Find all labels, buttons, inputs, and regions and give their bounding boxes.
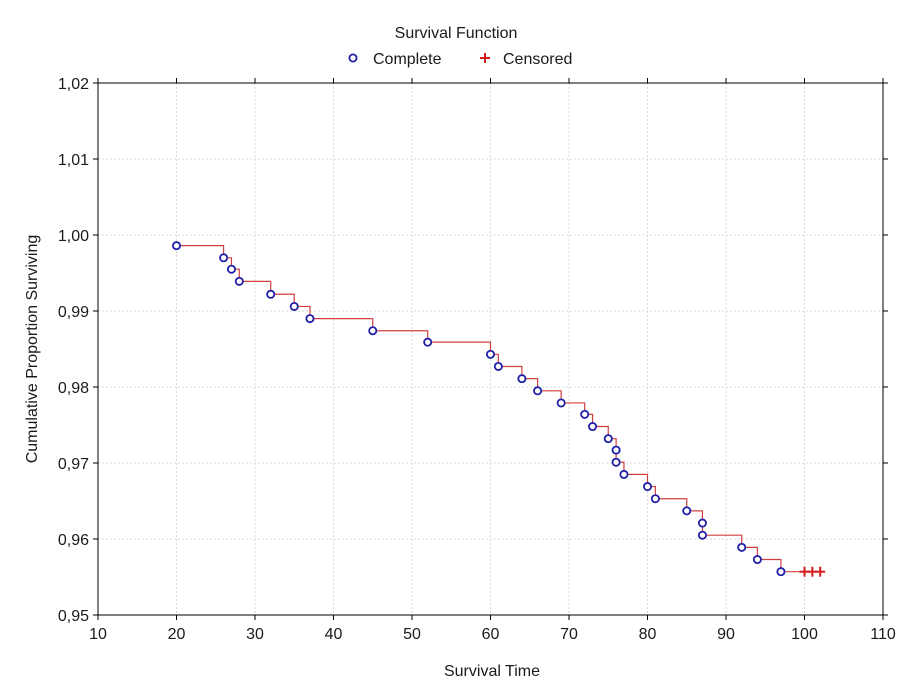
y-tick-label: 0,99: [58, 304, 89, 321]
x-tick-label: 60: [482, 626, 500, 643]
complete-point: [485, 349, 495, 359]
complete-point: [611, 457, 621, 467]
y-tick-label: 1,00: [58, 228, 89, 245]
x-tick-label: 90: [717, 626, 735, 643]
complete-point: [603, 434, 613, 444]
complete-point: [752, 555, 762, 565]
y-tick-label: 0,95: [58, 608, 89, 625]
complete-point: [493, 361, 503, 371]
legend-censored-marker: [480, 53, 490, 63]
complete-point: [266, 289, 276, 299]
complete-point: [776, 567, 786, 577]
x-tick-label: 30: [246, 626, 264, 643]
complete-point: [682, 506, 692, 516]
legend: Complete Censored: [348, 51, 572, 68]
complete-point: [368, 326, 378, 336]
complete-point: [226, 264, 236, 274]
x-axis-label: Survival Time: [444, 663, 540, 680]
x-tick-label: 20: [168, 626, 186, 643]
survival-step-line: [176, 245, 821, 573]
complete-point: [234, 276, 244, 286]
y-tick-label: 0,97: [58, 456, 89, 473]
x-tick-label: 50: [403, 626, 421, 643]
x-tick-label: 80: [639, 626, 657, 643]
legend-censored-label: Censored: [503, 51, 572, 68]
legend-complete-label: Complete: [373, 51, 442, 68]
complete-point: [289, 301, 299, 311]
grid-lines: [98, 83, 883, 615]
y-tick-label: 0,96: [58, 532, 89, 549]
data-markers: [171, 241, 826, 577]
complete-point: [588, 422, 598, 432]
complete-point: [580, 409, 590, 419]
x-tick-label: 10: [89, 626, 107, 643]
y-tick-label: 0,98: [58, 380, 89, 397]
x-axis: 10 20 30 40 50 60 70 80 90 100 110: [89, 78, 896, 643]
y-tick-label: 1,02: [58, 76, 89, 93]
complete-point: [517, 374, 527, 384]
complete-point: [423, 337, 433, 347]
complete-point: [737, 542, 747, 552]
y-tick-label: 1,01: [58, 152, 89, 169]
legend-complete-marker: [348, 53, 358, 63]
x-tick-label: 40: [325, 626, 343, 643]
x-tick-label: 70: [560, 626, 578, 643]
complete-point: [697, 530, 707, 540]
x-tick-label: 100: [791, 626, 818, 643]
complete-point: [305, 314, 315, 324]
y-axis-label: Cumulative Proportion Surviving: [24, 235, 41, 464]
complete-point: [556, 398, 566, 408]
complete-point: [219, 253, 229, 263]
complete-point: [619, 469, 629, 479]
complete-point: [643, 482, 653, 492]
complete-point: [533, 386, 543, 396]
chart-title: Survival Function: [395, 25, 518, 42]
complete-point: [697, 518, 707, 528]
complete-point: [171, 241, 181, 251]
complete-point: [611, 445, 621, 455]
complete-point: [650, 494, 660, 504]
y-axis: 0,95 0,96 0,97 0,98 0,99 1,00 1,01 1,02: [58, 76, 888, 625]
censored-point: [815, 566, 826, 577]
x-tick-label: 110: [870, 626, 896, 643]
